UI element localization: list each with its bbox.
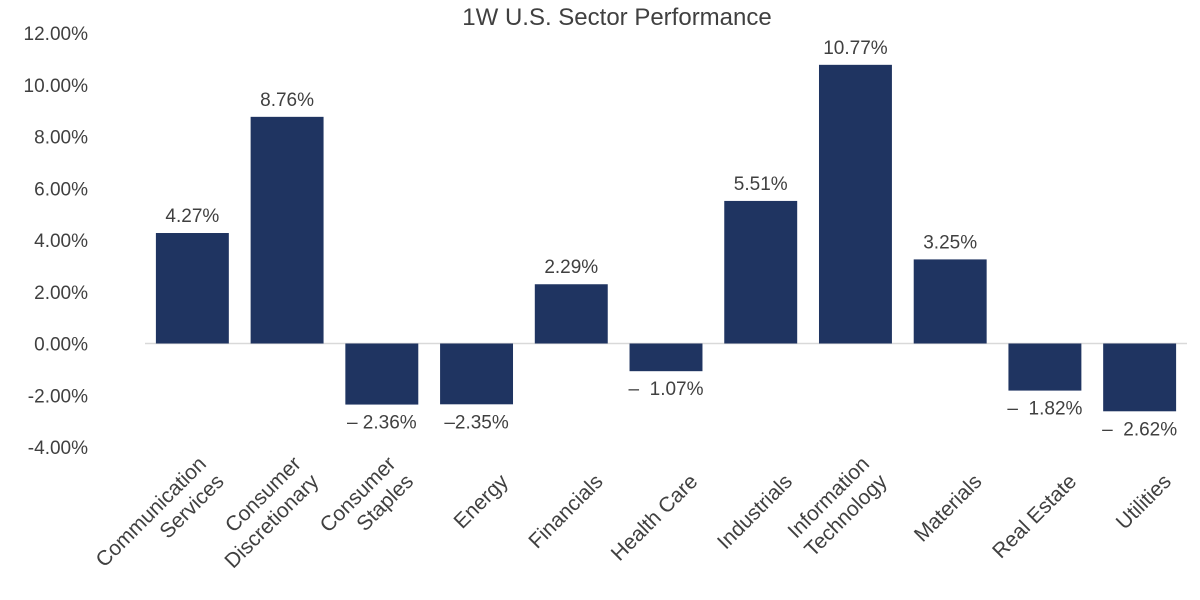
bar xyxy=(629,343,703,372)
y-tick-label: 10.00% xyxy=(24,76,89,97)
x-tick-label: Industrials xyxy=(713,470,797,554)
data-label: – 2.62% xyxy=(1102,419,1177,440)
data-label: 5.51% xyxy=(734,174,788,195)
x-tick-label: Real Estate xyxy=(988,470,1081,563)
y-tick-label: 8.00% xyxy=(34,128,88,149)
y-tick-label: 2.00% xyxy=(34,283,88,304)
y-tick-label: 6.00% xyxy=(34,179,88,200)
data-labels: 4.27% 8.76% – 2.36% –2.35% 2.29% – 1.07% 5.51%… xyxy=(165,38,1177,440)
x-axis-ticks: CommunicationServicesConsumerDiscretiona… xyxy=(92,452,1176,589)
bar xyxy=(534,284,608,344)
bar xyxy=(913,259,987,344)
chart-title: 1W U.S. Sector Performance xyxy=(462,4,771,31)
y-axis-ticks: 12.00% 10.00% 8.00% 6.00% 4.00% 2.00% 0.00% -2.… xyxy=(24,24,89,459)
data-label: – 1.82% xyxy=(1007,399,1082,420)
y-tick-label: -4.00% xyxy=(28,438,88,459)
x-tick-label: Utilities xyxy=(1112,470,1176,534)
bar xyxy=(818,64,892,344)
x-tick-label: ConsumerDiscretionary xyxy=(203,452,324,573)
data-label: –2.35% xyxy=(444,412,509,433)
y-tick-label: 0.00% xyxy=(34,335,88,356)
y-tick-label: -2.00% xyxy=(28,386,88,407)
bar xyxy=(724,200,798,344)
bar xyxy=(1008,343,1082,391)
bars xyxy=(155,64,1177,412)
x-tick-label: CommunicationServices xyxy=(92,452,229,589)
data-label: 10.77% xyxy=(823,38,888,59)
y-tick-label: 12.00% xyxy=(24,24,89,45)
bar xyxy=(155,233,229,344)
bar xyxy=(1103,343,1177,412)
data-label: 4.27% xyxy=(165,206,219,227)
x-tick-label: Health Care xyxy=(607,470,703,566)
x-tick-label: ConsumerStaples xyxy=(316,452,418,554)
data-label: 3.25% xyxy=(923,232,977,253)
x-tick-label: Energy xyxy=(449,470,513,534)
x-tick-label: Financials xyxy=(524,470,607,553)
x-tick-label: InformationTechnology xyxy=(783,452,892,561)
y-tick-label: 4.00% xyxy=(34,231,88,252)
data-label: – 2.36% xyxy=(347,413,417,434)
bar xyxy=(250,116,324,344)
bar xyxy=(440,343,514,405)
x-tick-label: Materials xyxy=(910,470,987,547)
data-label: 8.76% xyxy=(260,90,314,111)
data-label: – 1.07% xyxy=(629,379,704,400)
bar xyxy=(345,343,419,405)
data-label: 2.29% xyxy=(544,257,598,278)
